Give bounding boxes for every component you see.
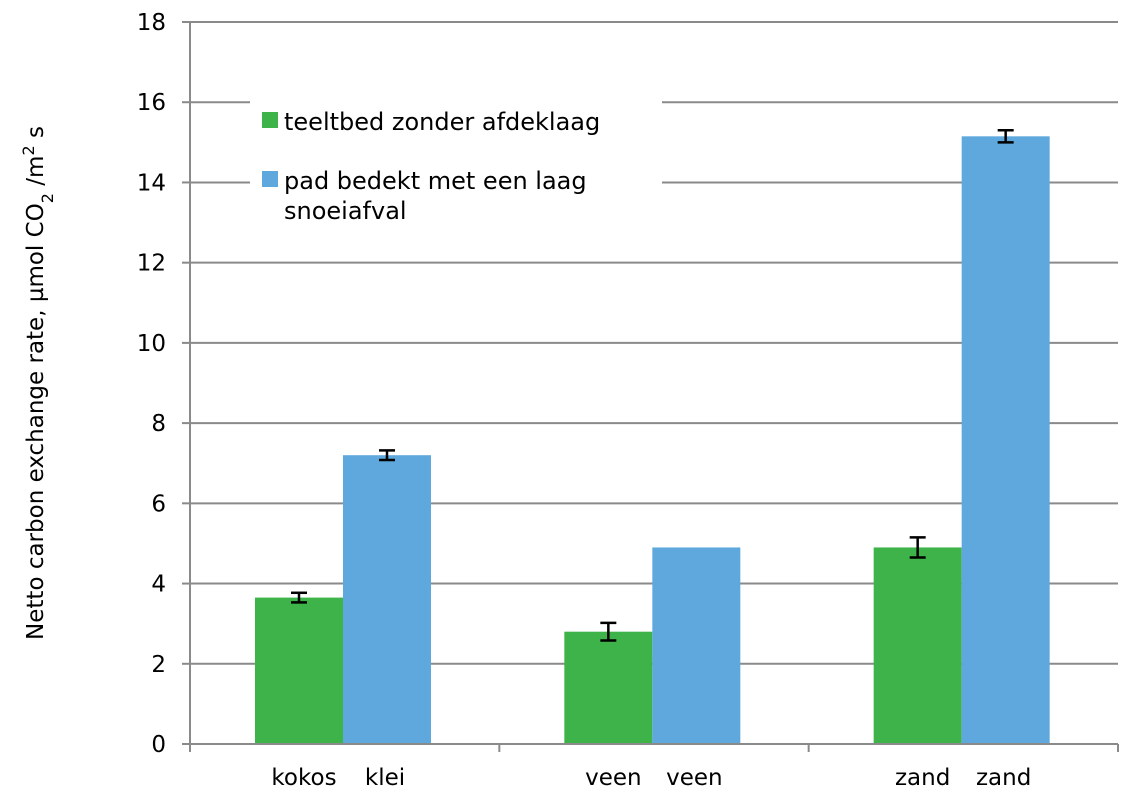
legend: teeltbed zonder afdeklaag pad bedekt met… bbox=[250, 100, 662, 234]
y-tick-label: 6 bbox=[151, 491, 166, 517]
bar bbox=[343, 455, 431, 744]
category-label-right: veen bbox=[666, 765, 723, 791]
legend-swatch-green bbox=[262, 112, 278, 128]
error-bars bbox=[291, 129, 1014, 642]
bar bbox=[255, 597, 343, 744]
bars bbox=[255, 136, 1050, 745]
category-label-left: kokos bbox=[271, 765, 336, 791]
legend-swatch-blue bbox=[262, 171, 278, 187]
y-axis-label: Netto carbon exchange rate, µmol CO2 /m2… bbox=[19, 126, 57, 640]
bar bbox=[564, 631, 653, 744]
category-label-right: zand bbox=[976, 765, 1031, 791]
y-tick-label: 2 bbox=[151, 652, 166, 678]
legend-entry-green: teeltbed zonder afdeklaag bbox=[284, 108, 600, 136]
y-axis-label-superscript: 2 bbox=[19, 145, 38, 155]
category-label-left: veen bbox=[585, 765, 642, 791]
y-axis-label-subscript: 2 bbox=[38, 193, 57, 203]
y-tick-label: 10 bbox=[137, 331, 166, 357]
bar bbox=[652, 547, 741, 744]
y-tick-label: 16 bbox=[137, 90, 166, 116]
category-label-right: klei bbox=[365, 765, 405, 791]
y-tick-label: 12 bbox=[137, 251, 166, 277]
axes bbox=[182, 21, 1119, 752]
y-tick-label: 8 bbox=[151, 411, 166, 437]
category-labels: kokos klei veen veen zand zand bbox=[271, 765, 1031, 791]
y-tick-label: 4 bbox=[151, 572, 166, 598]
bar bbox=[873, 547, 962, 744]
y-tick-label: 14 bbox=[137, 170, 166, 196]
bar bbox=[961, 136, 1050, 745]
y-tick-labels: 0 2 4 6 8 10 12 14 16 18 bbox=[137, 10, 166, 758]
y-tick-label: 0 bbox=[151, 732, 166, 758]
y-tick-label: 18 bbox=[137, 10, 166, 36]
legend-background bbox=[250, 100, 662, 234]
category-label-left: zand bbox=[895, 765, 950, 791]
legend-entry-blue: pad bedekt met een laag snoeiafval bbox=[284, 167, 594, 225]
